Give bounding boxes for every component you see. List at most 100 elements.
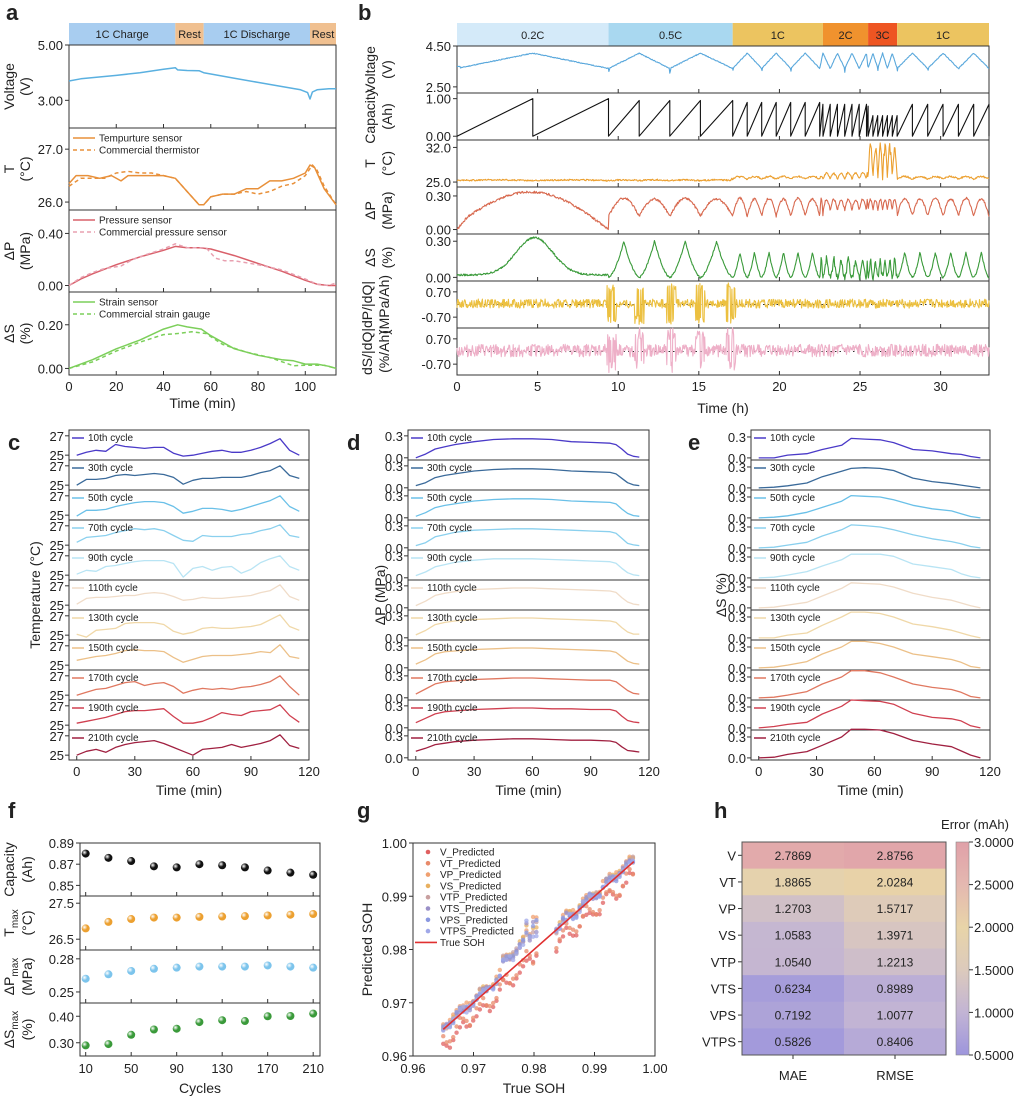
panel-label: f [8,798,16,823]
y-tick-label: 27 [50,609,64,624]
y-axis-unit: (MPa/Ah) [376,275,392,334]
phase-label: 1C Charge [96,29,149,41]
data-point [461,1004,466,1009]
x-tick-label: 60 [525,764,539,779]
cycle-line [758,524,981,549]
axes-frame [68,44,337,129]
y-axis-unit: (MPa) [19,957,35,995]
phase-label: 3C [876,30,890,42]
data-point [441,1041,446,1046]
data-point [127,857,136,866]
y-axis-unit: (MPa) [17,232,33,270]
data-point [149,1025,158,1034]
data-point [587,893,592,898]
panel-label: c [8,430,20,455]
y-tick-label: 27 [50,699,64,714]
cycle-line [76,555,300,578]
cell-value: 0.5826 [775,1035,812,1049]
cycle-line [76,438,300,457]
y-axis-title: Predicted SOH [359,903,375,996]
legend-label: Commercial pressure sensor [99,228,227,239]
data-point [484,1002,489,1008]
data-point [441,1034,446,1039]
data-point [447,1039,453,1044]
legend-marker [425,917,431,923]
data-point [574,915,579,920]
row-label: VTP [711,955,736,970]
series-voltage [457,52,990,74]
y-tick-label: 0.70 [426,332,451,347]
legend-marker [425,906,431,911]
data-point [554,945,559,951]
data-point [454,1024,459,1029]
x-tick-label: 210 [302,1061,324,1076]
phase-band [868,23,898,46]
y-tick-label: 0.20 [38,318,63,333]
x-tick-label: 60 [867,764,881,779]
data-point [560,928,566,933]
cycle-line [415,528,640,547]
phase-band [897,23,989,46]
panel-label: h [714,798,727,823]
data-point [570,907,576,913]
y-tick-label: 0.0 [385,601,403,616]
data-point [240,912,249,921]
data-point [577,924,582,929]
data-point [172,963,181,972]
data-point [524,918,529,923]
data-point [494,995,499,1001]
cycle-line [758,728,981,759]
data-point [587,906,592,912]
y-tick-label: 25 [50,628,64,643]
cell-value: 0.6234 [775,982,812,996]
x-tick-label: 90 [925,764,939,779]
data-point [263,961,272,970]
x-tick-label: 0 [755,764,762,779]
data-point [218,861,227,870]
phase-label: 2C [838,30,852,42]
cycle-line [758,553,981,579]
y-axis-title: dP/|dQ| [359,281,375,328]
data-point [464,1010,469,1015]
y-tick-label: 25 [50,508,64,523]
y-tick-label: 27 [50,459,64,474]
column-label: RMSE [876,1068,914,1083]
y-tick-label: 0.3 [385,429,403,444]
legend-label: 130th cycle [88,613,139,624]
legend-label: 150th cycle [88,643,139,654]
y-axis-title: ΔPmax [1,958,21,996]
data-point [286,1011,295,1020]
legend-label: 190th cycle [427,703,478,714]
data-point [514,951,519,957]
data-point [530,934,536,939]
legend-label: 150th cycle [427,643,478,654]
legend-label: 190th cycle [88,703,139,714]
data-point [567,925,572,931]
y-tick-label: 0.0 [385,511,403,526]
data-point [464,1000,469,1005]
colorbar-tick-label: 1.0000 [974,1005,1014,1020]
legend-label: 110th cycle [770,583,820,594]
data-point [104,917,113,926]
y-axis-unit: (°C) [19,910,35,935]
y-tick-label: 0.0 [385,451,403,466]
data-point [517,945,522,950]
legend-label: 70th cycle [770,523,815,534]
data-point [81,1041,90,1050]
series-commercial-pressure-sensor [68,243,337,287]
heatmap-cell [844,948,947,976]
cycle-line [415,587,640,607]
cycle-line [758,611,981,639]
legend-marker [425,861,431,866]
data-point [580,913,586,919]
cycle-line [758,437,981,459]
data-point [81,974,90,983]
cycle-line [76,675,300,696]
data-point [497,987,503,992]
data-point [490,987,496,992]
x-tick-label: 60 [204,379,218,394]
legend-label: VTP_Predicted [440,893,507,904]
